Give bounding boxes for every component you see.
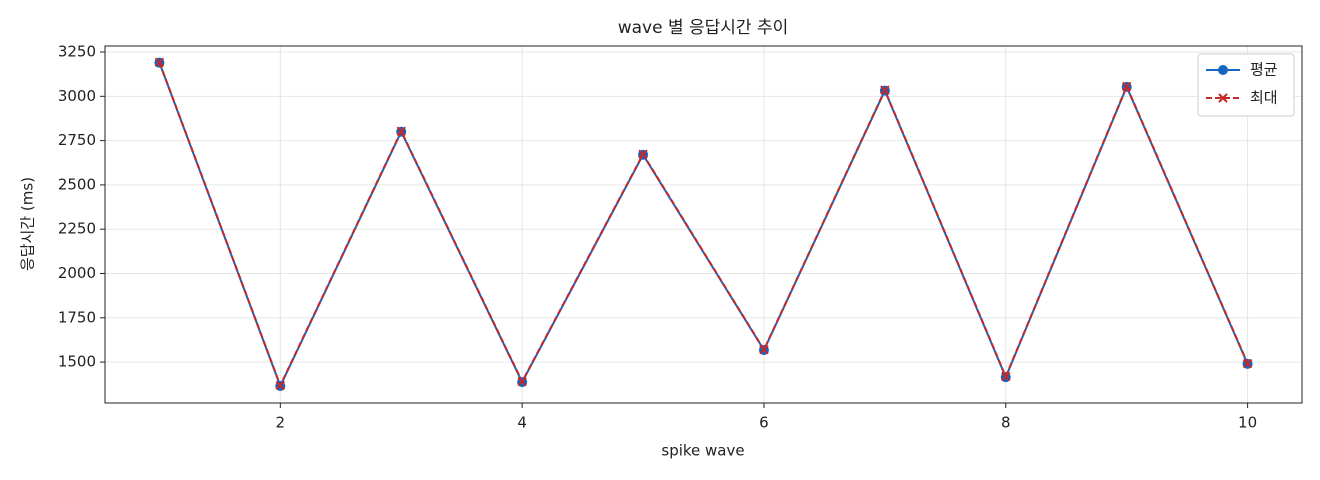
x-tick-label: 8 <box>1001 414 1011 432</box>
y-tick-label: 3000 <box>58 87 96 105</box>
legend-label: 최대 <box>1250 89 1278 107</box>
y-axis-label: 응답시간 (ms) <box>19 177 37 271</box>
y-tick-label: 1500 <box>58 353 96 371</box>
y-tick-label: 2250 <box>58 220 96 238</box>
point-marker <box>638 149 648 159</box>
x-tick-label: 2 <box>276 414 286 432</box>
point-marker <box>880 85 890 95</box>
x-tick-label: 4 <box>517 414 527 432</box>
point-marker <box>1001 371 1011 382</box>
x-tick-label: 6 <box>759 414 769 432</box>
y-tick-label: 1750 <box>58 308 96 326</box>
point-marker <box>1242 358 1253 369</box>
legend-marker <box>1218 65 1228 75</box>
legend-marker <box>1218 93 1228 103</box>
point-marker <box>1121 81 1132 92</box>
legend-box <box>1197 53 1295 117</box>
y-tick-label: 2750 <box>58 131 96 149</box>
x-axis-label: spike wave <box>661 442 744 460</box>
series-line <box>158 61 1249 389</box>
legend-label: 평균 <box>1250 61 1278 79</box>
x-tick-label: 10 <box>1238 414 1257 432</box>
y-tick-label: 2000 <box>58 264 96 282</box>
y-tick-label: 2500 <box>58 175 96 193</box>
point-marker <box>517 376 527 387</box>
point-marker <box>759 344 769 355</box>
y-tick-label: 3250 <box>58 43 96 61</box>
point-marker <box>154 57 165 68</box>
chart-title: wave 별 응답시간 추이 <box>618 18 789 38</box>
point-marker <box>396 126 406 136</box>
plot-frame <box>104 45 1303 404</box>
point-marker <box>275 380 286 391</box>
